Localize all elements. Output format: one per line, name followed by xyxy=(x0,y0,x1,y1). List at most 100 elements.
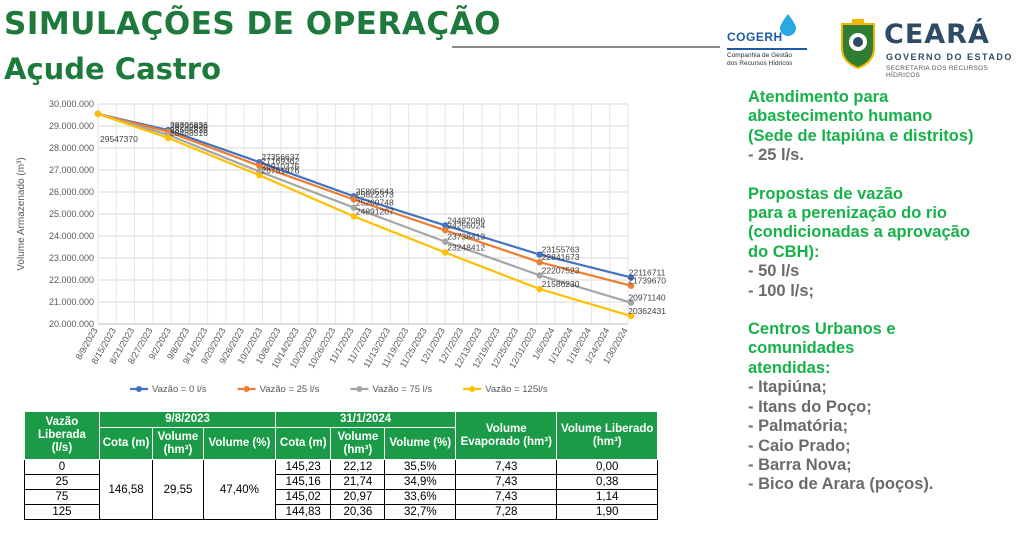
header-volume-pct: Volume (%) xyxy=(384,427,457,460)
y-tick-label: 21.000.000 xyxy=(49,297,94,307)
legend-marker xyxy=(469,386,476,392)
water-drop-icon xyxy=(780,14,796,36)
data-point xyxy=(256,172,263,179)
supply-line: abastecimento humano xyxy=(748,107,933,126)
supply-line: (Sede de Itapiúna e distritos) xyxy=(748,126,974,145)
cell-vazao: 0 xyxy=(24,459,100,475)
y-tick-label: 22.000.000 xyxy=(49,275,94,285)
y-tick-label: 28.000.000 xyxy=(49,143,94,153)
data-label: 26751976 xyxy=(261,165,299,175)
cell-initial-pct: 47,40% xyxy=(202,459,277,520)
data-label: 22116711 xyxy=(629,267,666,277)
center-item: - Itans do Poço; xyxy=(748,397,872,416)
data-label: 22841673 xyxy=(542,252,580,262)
y-tick-label: 29.000.000 xyxy=(49,121,94,131)
y-axis-label: Volume Armazenado (m³) xyxy=(16,157,27,270)
table-row: 125 144,83 20,36 32,7% 7,28 1,90 xyxy=(24,504,658,520)
proposals-line: (condicionadas a aprovação xyxy=(748,223,970,242)
center-item: - Caio Prado; xyxy=(748,436,851,455)
data-point xyxy=(350,204,358,211)
cell-evap: 7,43 xyxy=(455,489,558,505)
legend-label: Vazão = 125l/s xyxy=(485,384,548,395)
legend-label: Vazão = 0 l/s xyxy=(152,384,207,395)
centers-line: comunidades xyxy=(748,339,855,358)
data-label: 23155763 xyxy=(542,245,580,255)
data-point xyxy=(627,299,635,306)
data-point xyxy=(536,258,543,266)
center-item: - Palmatória; xyxy=(748,417,848,436)
centers-line: Centros Urbanos e xyxy=(748,320,896,339)
cell-pct: 32,7% xyxy=(384,504,457,520)
header-date-initial: 9/8/2023 xyxy=(98,411,277,428)
cogerh-logo: COGERH Companhia de Gestão dos Recursos … xyxy=(727,14,819,80)
data-point xyxy=(627,312,635,320)
y-tick-label: 30.000.000 xyxy=(49,99,94,109)
header-evaporated: Volume Evaporado (hm³) xyxy=(455,411,558,460)
data-point xyxy=(94,110,102,118)
data-label: 29547370 xyxy=(100,134,138,144)
data-label: 27169362 xyxy=(261,156,299,166)
ceara-name: CEARÁ xyxy=(884,19,990,50)
data-label: 28806836 xyxy=(170,120,208,130)
data-label: 22207523 xyxy=(542,265,580,275)
cell-liberado: 0,38 xyxy=(556,474,658,490)
header-cota: Cota (m) xyxy=(98,427,154,460)
cell-liberado: 1,90 xyxy=(556,504,658,520)
center-item: - Barra Nova; xyxy=(748,455,852,474)
y-tick-label: 24.000.000 xyxy=(49,231,94,241)
data-point xyxy=(164,134,172,142)
table-row: 0 146,58 29,55 47,40% 145,23 22,12 35,5%… xyxy=(24,459,658,520)
data-label: 28739836 xyxy=(170,122,208,132)
data-label: 25805643 xyxy=(356,186,394,196)
cell-evap: 7,43 xyxy=(455,459,558,475)
header-volume-hm3: Volume (hm³) xyxy=(330,427,386,460)
data-label: 24891207 xyxy=(356,206,394,216)
cell-volume: 21,74 xyxy=(330,474,386,490)
data-label: 25622373 xyxy=(356,189,394,199)
cell-cota: 145,16 xyxy=(275,474,332,490)
ceara-government: GOVERNO DO ESTADO xyxy=(886,52,1013,62)
data-point xyxy=(256,162,263,170)
legend-marker xyxy=(356,386,363,392)
cell-cota: 145,02 xyxy=(275,489,332,505)
cogerh-name: COGERH xyxy=(727,30,783,44)
cell-volume: 20,97 xyxy=(330,489,386,505)
ceara-logo: CEARÁ GOVERNO DO ESTADO SECRETARIA DOS R… xyxy=(838,18,1018,80)
y-tick-label: 26.000.000 xyxy=(49,187,94,197)
data-label: 26910376 xyxy=(261,162,299,172)
data-label: 21586230 xyxy=(542,279,580,289)
cell-volume: 20,36 xyxy=(330,504,386,520)
simulation-table: Vazão Liberada (l/s) 9/8/2023 31/1/2024 … xyxy=(24,411,658,520)
data-label: 27356637 xyxy=(261,152,299,162)
data-label: 28488516 xyxy=(170,128,208,138)
data-label: 25260748 xyxy=(356,198,394,208)
data-point xyxy=(442,227,449,234)
cell-liberado: 0,00 xyxy=(556,459,658,475)
data-label: 20362431 xyxy=(628,306,666,316)
data-point xyxy=(627,274,635,281)
cell-cota: 145,23 xyxy=(275,459,332,475)
data-point xyxy=(536,251,543,258)
table-row: 75 145,02 20,97 33,6% 7,43 1,14 xyxy=(24,489,658,505)
title-rule xyxy=(452,46,720,48)
cell-initial-cota: 146,58 xyxy=(98,459,154,520)
shield-icon xyxy=(841,19,875,70)
data-point xyxy=(627,282,635,289)
cell-cota: 144,83 xyxy=(275,504,332,520)
cell-pct: 35,5% xyxy=(384,459,457,475)
data-point xyxy=(442,238,449,245)
cogerh-underline xyxy=(727,48,807,50)
cell-evap: 7,43 xyxy=(455,474,558,490)
cell-vazao: 125 xyxy=(24,504,100,520)
header-volume-pct: Volume (%) xyxy=(202,427,277,460)
legend-label: Vazão = 25 l/s xyxy=(260,384,320,395)
cell-pct: 34,9% xyxy=(384,474,457,490)
header-cota: Cota (m) xyxy=(275,427,332,460)
data-label: 20971140 xyxy=(628,293,665,303)
y-tick-label: 27.000.000 xyxy=(49,165,94,175)
cell-pct: 33,6% xyxy=(384,489,457,505)
cell-volume: 22,12 xyxy=(330,459,386,475)
data-point xyxy=(536,272,543,279)
cell-evap: 7,28 xyxy=(455,504,558,520)
proposals-line: do CBH): xyxy=(748,242,820,261)
